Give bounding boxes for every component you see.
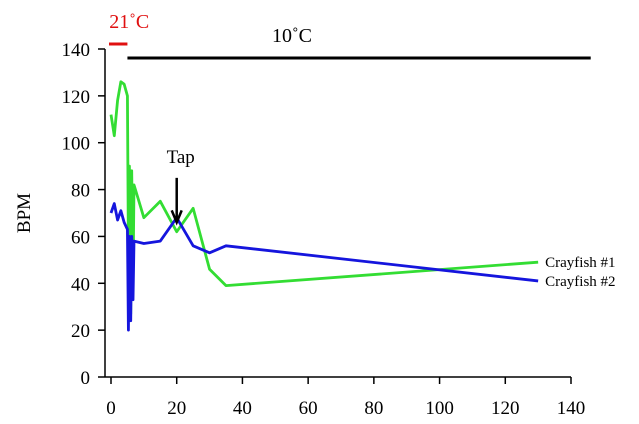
series-label-crayfish-1: Crayfish #1 <box>545 255 615 271</box>
x-tick-label: 80 <box>364 398 383 419</box>
tap-arrow-head <box>170 209 183 226</box>
y-tick-label: 120 <box>62 87 91 108</box>
series-label-crayfish-2: Crayfish #2 <box>545 274 615 290</box>
warm-temperature-label: 21˚C <box>109 11 149 33</box>
y-tick-label: 40 <box>71 274 90 295</box>
y-tick-label: 60 <box>71 227 90 248</box>
x-tick-label: 100 <box>425 398 454 419</box>
series-group: Crayfish #1 Crayfish #2 <box>109 80 616 332</box>
x-tick-label: 20 <box>167 398 186 419</box>
y-tick-label: 0 <box>81 368 91 389</box>
y-axis-label: BPM <box>14 193 35 233</box>
x-tick-label: 60 <box>299 398 318 419</box>
x-tick-label: 40 <box>233 398 252 419</box>
series-line-crayfish-1 <box>109 80 539 316</box>
x-tick-label: 120 <box>491 398 520 419</box>
x-tick-label: 140 <box>557 398 586 419</box>
tap-arrow <box>170 177 183 226</box>
y-tick-label: 100 <box>62 134 91 155</box>
x-tick-label: 0 <box>106 398 116 419</box>
y-tick-label: 80 <box>71 181 90 202</box>
y-tick-label: 20 <box>71 321 90 342</box>
y-axis-ticks: 0 20 40 60 80 100 120 140 <box>62 40 105 389</box>
tap-annotation-label: Tap <box>167 147 195 168</box>
x-axis-ticks: 0 20 40 60 80 100 120 140 <box>106 377 585 419</box>
series-line-crayfish-2 <box>109 202 539 332</box>
y-tick-label: 140 <box>62 40 91 61</box>
cold-temperature-label: 10˚C <box>272 25 312 47</box>
